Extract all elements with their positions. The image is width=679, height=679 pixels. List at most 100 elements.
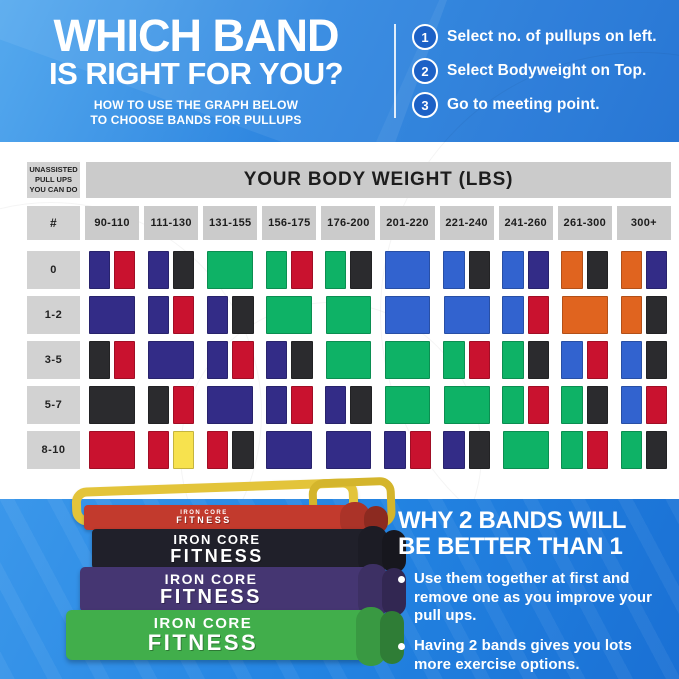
green-band	[502, 386, 524, 424]
black-band	[645, 341, 668, 379]
benefit-item: Use them together at first and remove on…	[398, 570, 660, 626]
why-two-bands-block: WHY 2 BANDS WILL BE BETTER THAN 1 Use th…	[398, 508, 660, 679]
weight-cell	[203, 341, 257, 379]
brand-line1: IRON CORE	[164, 571, 258, 588]
brand-line2: FITNESS	[160, 585, 262, 608]
weight-cell	[380, 386, 434, 424]
weight-cell	[440, 431, 494, 469]
red-band	[173, 296, 195, 334]
red-band	[409, 431, 431, 469]
red-band	[147, 431, 170, 469]
blue-band	[443, 251, 465, 289]
black-band	[147, 386, 170, 424]
green-band	[325, 341, 372, 379]
column-headers: #90-110 111-130 131-155 156-175 176-200 201-2…	[27, 206, 671, 240]
green-band	[325, 296, 372, 334]
weight-cell	[203, 431, 257, 469]
blue-band	[384, 296, 431, 334]
black-band	[232, 296, 254, 334]
band-selection-chart: UNASSISTED PULL UPS YOU CAN DO YOUR BODY…	[0, 52, 679, 624]
chart-row: 3-5	[27, 341, 671, 379]
black-band	[468, 251, 490, 289]
weight-cell	[440, 296, 494, 334]
red-band	[89, 431, 135, 469]
weight-cell	[321, 296, 375, 334]
why-heading-line1: WHY 2 BANDS WILL	[398, 507, 627, 534]
weight-cell	[499, 341, 553, 379]
navy-band	[527, 251, 550, 289]
weight-cell	[85, 251, 139, 289]
weight-cell	[380, 341, 434, 379]
weight-cell	[499, 296, 553, 334]
page-title-line2: IS RIGHT FOR YOU?	[48, 56, 344, 92]
green-band	[325, 251, 347, 289]
green-band	[266, 296, 313, 334]
red-band	[586, 341, 609, 379]
bottom-section: IRON CORE FITNESS IRON CORE FITNESS IRON COR…	[0, 476, 679, 679]
weight-cell	[440, 386, 494, 424]
navy-band	[147, 251, 170, 289]
green-band	[207, 251, 254, 289]
weight-cell	[617, 296, 671, 334]
step-item: 1 Select no. of pullups on left.	[412, 24, 657, 50]
green-band	[561, 386, 583, 424]
brand-line2: FITNESS	[147, 629, 259, 655]
orange-band	[561, 251, 583, 289]
red-band	[206, 431, 229, 469]
green-band	[443, 386, 490, 424]
blue-band	[620, 341, 642, 379]
weight-cell	[321, 386, 375, 424]
navy-band	[89, 296, 135, 334]
black-band	[350, 386, 372, 424]
weight-cell	[499, 431, 553, 469]
green-band	[502, 431, 549, 469]
red-band	[468, 341, 490, 379]
chart-table: UNASSISTED PULL UPS YOU CAN DO YOUR BODY…	[27, 162, 671, 476]
weight-range-header: 241-260	[498, 206, 553, 240]
green-band	[620, 431, 642, 469]
weight-cell	[203, 296, 257, 334]
title-block: WHICH BAND IS RIGHT FOR YOU? HOW TO USE …	[0, 0, 392, 142]
blue-band	[620, 386, 642, 424]
vertical-divider	[394, 24, 396, 118]
green-band	[384, 386, 431, 424]
navy-band	[384, 431, 406, 469]
weight-cell	[262, 386, 316, 424]
weight-cell	[85, 386, 139, 424]
brand-label: IRON CORE FITNESS	[84, 505, 350, 530]
black-band	[527, 341, 550, 379]
navy-band	[206, 296, 229, 334]
pullups-row-label: 1-2	[27, 296, 80, 334]
step-number-badge: 2	[412, 58, 438, 84]
weight-range-header: 156-175	[262, 206, 317, 240]
weight-range-header: 111-130	[144, 206, 199, 240]
red-band	[527, 296, 550, 334]
bodyweight-axis-label: YOUR BODY WEIGHT (LBS)	[86, 162, 671, 198]
black-band	[586, 251, 609, 289]
black-band: IRON CORE FITNESS	[92, 526, 406, 575]
black-band	[291, 341, 313, 379]
orange-band	[620, 296, 642, 334]
weight-cell	[144, 296, 198, 334]
red-band	[586, 431, 609, 469]
weight-cell	[321, 341, 375, 379]
brand-line1: IRON CORE	[153, 615, 253, 633]
brand-line1: IRON CORE	[173, 532, 261, 548]
navy-band	[206, 341, 229, 379]
weight-cell	[85, 296, 139, 334]
red-band	[527, 386, 550, 424]
step-number-badge: 1	[412, 24, 438, 50]
benefit-text: Use them together at first and remove on…	[414, 569, 653, 625]
navy-band	[88, 251, 111, 289]
pullups-row-label: 8-10	[27, 431, 80, 469]
black-band-fold	[382, 530, 406, 573]
weight-cell	[262, 431, 316, 469]
weight-cell	[499, 251, 553, 289]
black-band	[350, 251, 372, 289]
pullups-axis-label: UNASSISTED PULL UPS YOU CAN DO	[27, 162, 80, 198]
weight-cell	[262, 296, 316, 334]
step-text: Go to meeting point.	[447, 96, 600, 113]
benefits-list: Use them together at first and remove on…	[398, 570, 660, 675]
brand-label: IRON CORE FITNESS	[80, 567, 368, 612]
bullet-dot-icon	[398, 643, 405, 651]
